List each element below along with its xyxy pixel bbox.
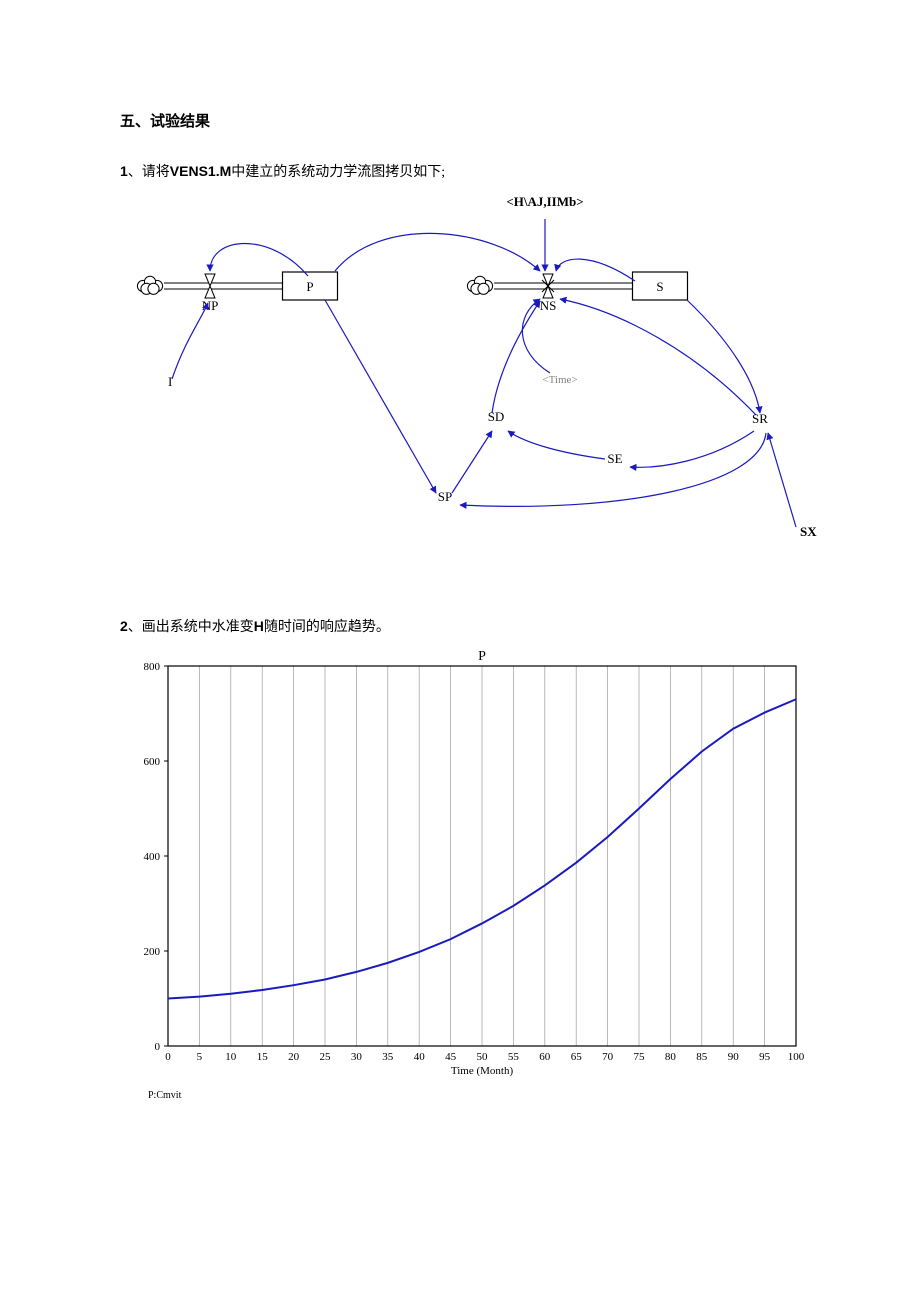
svg-text:65: 65 [571, 1051, 583, 1063]
svg-text:100: 100 [788, 1051, 805, 1063]
question-1: 1、请将VENS1.M中建立的系统动力学流图拷贝如下; [120, 161, 800, 181]
svg-text:SX: SX [800, 524, 817, 539]
q2-pre: 画出系统中水准变 [142, 620, 254, 635]
q2-num: 2 [120, 618, 128, 634]
svg-text:SR: SR [752, 411, 768, 426]
svg-text:85: 85 [696, 1051, 708, 1063]
q1-bold: VENS1.M [170, 163, 231, 179]
svg-text:P: P [306, 279, 313, 294]
svg-text:75: 75 [634, 1051, 646, 1063]
q2-post: 随时间的响应趋势。 [264, 620, 390, 635]
svg-text:SE: SE [607, 451, 622, 466]
svg-text:800: 800 [144, 661, 161, 673]
svg-text:SP: SP [438, 489, 452, 504]
svg-text:10: 10 [225, 1051, 237, 1063]
q2-sep: 、 [128, 620, 142, 635]
svg-text:90: 90 [728, 1051, 740, 1063]
svg-text:200: 200 [144, 946, 161, 958]
svg-text:45: 45 [445, 1051, 457, 1063]
svg-text:15: 15 [257, 1051, 269, 1063]
page: 五、试验结果 1、请将VENS1.M中建立的系统动力学流图拷贝如下; NPNSP… [0, 0, 920, 1206]
svg-text:20: 20 [288, 1051, 300, 1063]
svg-text:SD: SD [488, 409, 505, 424]
section-title: 五、试验结果 [120, 110, 800, 131]
svg-text:55: 55 [508, 1051, 520, 1063]
svg-text:50: 50 [477, 1051, 489, 1063]
vensim-diagram: NPNSPS<H\AJ,IIMb>I<Time>SDSESRSPSX [120, 191, 820, 566]
response-chart: P 0 5 10 15 20 25 30 35 40 45 50 55 60 65 70 75 80 85 90 95 1… [120, 646, 820, 1146]
svg-text:<Time>: <Time> [542, 374, 577, 386]
svg-text:35: 35 [382, 1051, 394, 1063]
svg-text:5: 5 [197, 1051, 203, 1063]
question-2: 2、画出系统中水准变H随时间的响应趋势。 [120, 616, 800, 636]
q1-sep: 、 [128, 165, 142, 180]
q1-num: 1 [120, 163, 128, 179]
q1-post: 中建立的系统动力学流图拷贝如下; [231, 165, 445, 180]
svg-text:40: 40 [414, 1051, 426, 1063]
svg-text:NS: NS [540, 298, 557, 313]
svg-text:S: S [656, 279, 663, 294]
svg-text:600: 600 [144, 756, 161, 768]
svg-text:P: P [478, 649, 486, 664]
svg-text:95: 95 [759, 1051, 771, 1063]
svg-text:25: 25 [320, 1051, 332, 1063]
svg-text:I: I [168, 374, 172, 389]
svg-text:Time (Month): Time (Month) [451, 1065, 514, 1077]
q1-pre: 请将 [142, 165, 170, 180]
svg-text:P:Cmvit: P:Cmvit [148, 1090, 182, 1101]
svg-text:<H\AJ,IIMb>: <H\AJ,IIMb> [506, 194, 583, 209]
svg-text:60: 60 [539, 1051, 551, 1063]
svg-text:80: 80 [665, 1051, 677, 1063]
svg-text:0: 0 [165, 1051, 171, 1063]
svg-text:0: 0 [155, 1041, 161, 1053]
svg-text:30: 30 [351, 1051, 363, 1063]
svg-text:70: 70 [602, 1051, 614, 1063]
svg-text:400: 400 [144, 851, 161, 863]
q2-bold: H [254, 618, 264, 634]
